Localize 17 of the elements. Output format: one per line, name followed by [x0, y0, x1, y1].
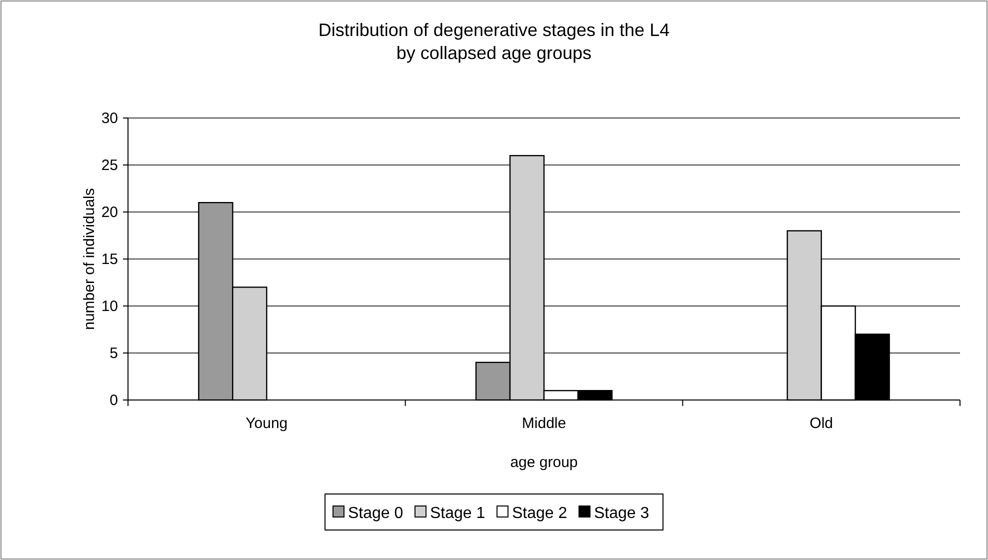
y-axis-title: number of individuals: [81, 188, 98, 330]
x-tick-label: Middle: [522, 415, 566, 432]
y-tick-label: 5: [110, 345, 118, 362]
y-tick-label: 10: [101, 298, 118, 315]
y-tick-label: 20: [101, 204, 118, 221]
legend-label: Stage 3: [594, 505, 650, 522]
x-tick-label: Young: [246, 415, 288, 432]
legend-label: Stage 2: [512, 505, 568, 522]
x-axis-title: age group: [510, 454, 578, 471]
y-tick-label: 15: [101, 251, 118, 268]
y-tick-label: 25: [101, 157, 118, 174]
y-tick-label: 30: [101, 110, 118, 127]
legend-label: Stage 0: [348, 505, 404, 522]
legend-label: Stage 1: [430, 505, 486, 522]
y-tick-label: 0: [110, 392, 118, 409]
chart-title: Distribution of degenerative stages in the L4 by collapsed age groups: [318, 20, 670, 63]
x-tick-label: Old: [810, 415, 834, 432]
